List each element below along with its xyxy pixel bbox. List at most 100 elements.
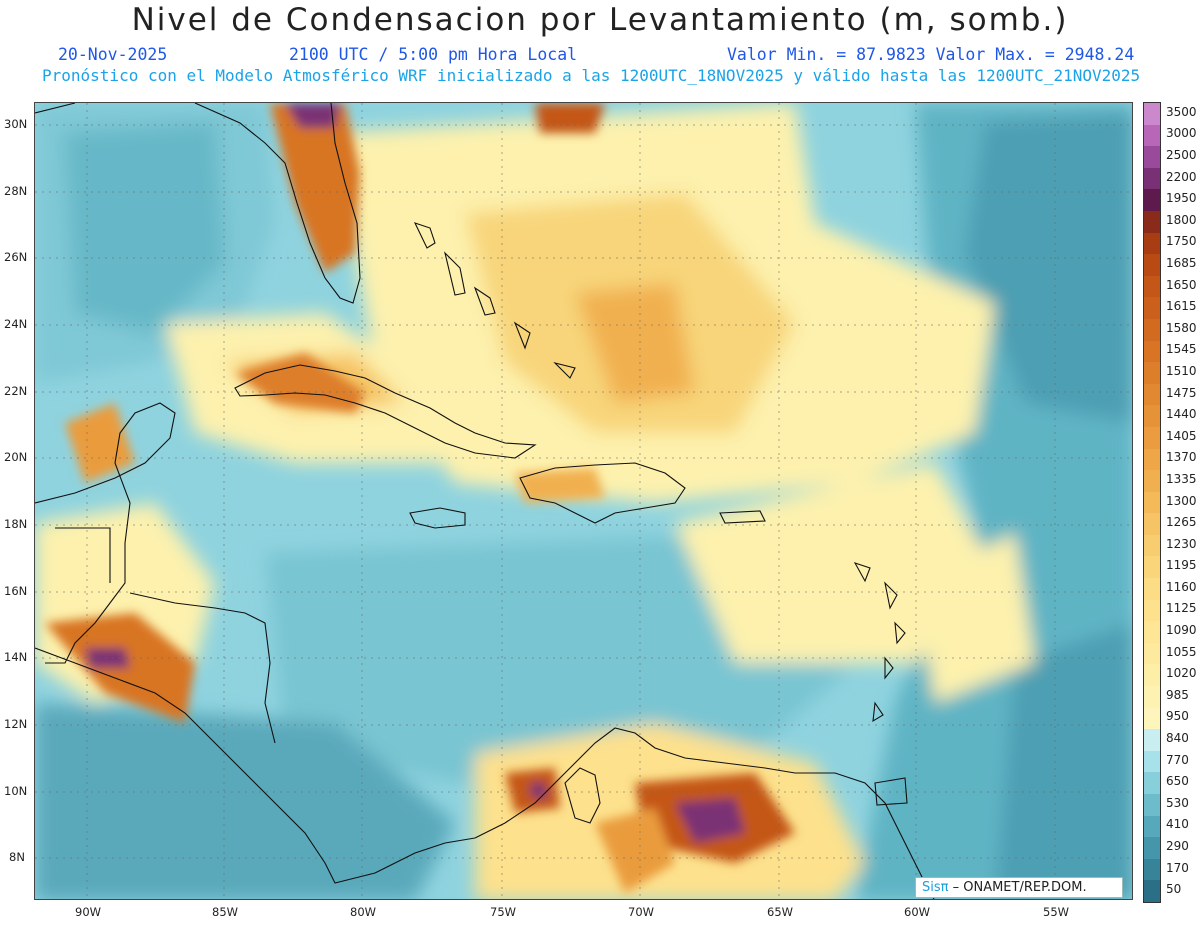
colorbar-segment	[1144, 534, 1160, 557]
colorbar-label: 1265	[1166, 515, 1197, 530]
colorbar-segment	[1144, 642, 1160, 665]
colorbar-label: 1650	[1166, 277, 1197, 292]
lat-label: 12N	[4, 717, 28, 731]
lon-label: 60W	[904, 905, 931, 919]
colorbar-segment	[1144, 513, 1160, 536]
colorbar-label: 410	[1166, 817, 1189, 832]
lat-label: 16N	[4, 584, 28, 598]
lat-label: 24N	[4, 317, 28, 331]
colorbar-label: 1440	[1166, 407, 1197, 422]
colorbar-segment	[1144, 556, 1160, 579]
central-america-coast	[35, 402, 176, 664]
chart-title: Nivel de Condensacion por Levantamiento …	[131, 2, 1069, 38]
colorbar-label: 2500	[1166, 147, 1197, 162]
belize-border	[55, 527, 111, 583]
bahamas-5	[553, 361, 576, 379]
colorbar-segment	[1144, 189, 1160, 212]
colorbar-label: 1800	[1166, 212, 1197, 227]
forecast-time: 2100 UTC / 5:00 pm Hora Local	[289, 45, 578, 64]
credit-box: Sisπ – ONAMET/REP.DOM.	[915, 877, 1123, 898]
colorbar-label: 1125	[1166, 601, 1197, 616]
colorbar-label: 1335	[1166, 471, 1197, 486]
colorbar-segment	[1144, 491, 1160, 514]
colorbar-segment	[1144, 729, 1160, 752]
colorbar-label: 1510	[1166, 363, 1197, 378]
colorbar-segment	[1144, 750, 1160, 773]
colorbar-segment	[1144, 707, 1160, 730]
colorbar-label: 170	[1166, 860, 1189, 875]
colorbar-label: 1580	[1166, 320, 1197, 335]
colorbar-label: 1545	[1166, 342, 1197, 357]
hispaniola-coast	[519, 462, 686, 524]
colorbar-label: 1475	[1166, 385, 1197, 400]
colorbar-label: 985	[1166, 687, 1189, 702]
colorbar-segment	[1144, 124, 1160, 147]
lat-label: 22N	[4, 384, 28, 398]
min-max-values: Valor Min. = 87.9823 Valor Max. = 2948.2…	[727, 45, 1135, 64]
lcl-hotspots	[45, 103, 795, 893]
sis-logo: Sisπ	[922, 880, 949, 895]
bahamas-4	[513, 321, 531, 350]
colorbar-label: 1685	[1166, 255, 1197, 270]
colorbar-label: 1055	[1166, 644, 1197, 659]
colorbar-segment	[1144, 448, 1160, 471]
colorbar-label: 1370	[1166, 450, 1197, 465]
colorbar-segment	[1144, 880, 1160, 903]
bahamas-1	[413, 222, 436, 249]
lake-maracaibo	[564, 767, 601, 824]
map-panel[interactable]	[34, 102, 1133, 900]
colorbar-segment	[1144, 837, 1160, 860]
colorbar-label: 1020	[1166, 666, 1197, 681]
colorbar-segment	[1144, 578, 1160, 601]
colorbar-label: 3000	[1166, 126, 1197, 141]
lon-label: 80W	[350, 905, 377, 919]
colorbar-label: 770	[1166, 752, 1189, 767]
colorbar-label: 2200	[1166, 169, 1197, 184]
colorbar-segment	[1144, 405, 1160, 428]
colorbar-segment	[1144, 383, 1160, 406]
lesser-antilles-4	[884, 656, 894, 680]
gridlines	[35, 103, 1132, 899]
lat-label: 18N	[4, 517, 28, 531]
lesser-antilles-1	[853, 562, 871, 583]
colorbar-segment	[1144, 794, 1160, 817]
colorbar-segment	[1144, 858, 1160, 881]
colorbar-segment	[1144, 426, 1160, 449]
honduras-north	[129, 592, 276, 744]
colorbar-segment	[1144, 340, 1160, 363]
colorbar-segment	[1144, 772, 1160, 795]
colorbar-segment	[1144, 362, 1160, 385]
colorbar-label: 840	[1166, 731, 1189, 746]
forecast-info: Pronóstico con el Modelo Atmosférico WRF…	[42, 66, 1141, 85]
gulf-coast	[35, 103, 76, 114]
colorbar-label: 1615	[1166, 299, 1197, 314]
colorbar-label: 1750	[1166, 234, 1197, 249]
colorbar-label: 3500	[1166, 104, 1197, 119]
lesser-antilles-2	[884, 581, 898, 610]
lat-label: 28N	[4, 184, 28, 198]
lat-label: 20N	[4, 450, 28, 464]
forecast-date: 20-Nov-2025	[58, 45, 168, 64]
colorbar-segment	[1144, 275, 1160, 298]
lat-label: 8N	[9, 850, 25, 864]
florida-coast	[194, 103, 361, 304]
colorbar-label: 650	[1166, 774, 1189, 789]
colorbar-segment	[1144, 103, 1160, 125]
colorbar-label: 1195	[1166, 558, 1197, 573]
lon-label: 70W	[628, 905, 655, 919]
lat-label: 14N	[4, 650, 28, 664]
map-canvas	[35, 103, 1132, 899]
credit-org: – ONAMET/REP.DOM.	[948, 880, 1087, 895]
cuba-coast	[234, 364, 537, 459]
colorbar-label: 1405	[1166, 428, 1197, 443]
colorbar-label: 530	[1166, 795, 1189, 810]
colorbar-label: 1090	[1166, 623, 1197, 638]
colorbar-label: 290	[1166, 839, 1189, 853]
jamaica-coast	[409, 507, 466, 529]
colorbar	[1143, 102, 1161, 903]
colorbar-segment	[1144, 167, 1160, 190]
south-america-coast	[474, 727, 935, 899]
colorbar-segment	[1144, 232, 1160, 255]
colorbar-segment	[1144, 254, 1160, 277]
trinidad	[874, 777, 908, 806]
